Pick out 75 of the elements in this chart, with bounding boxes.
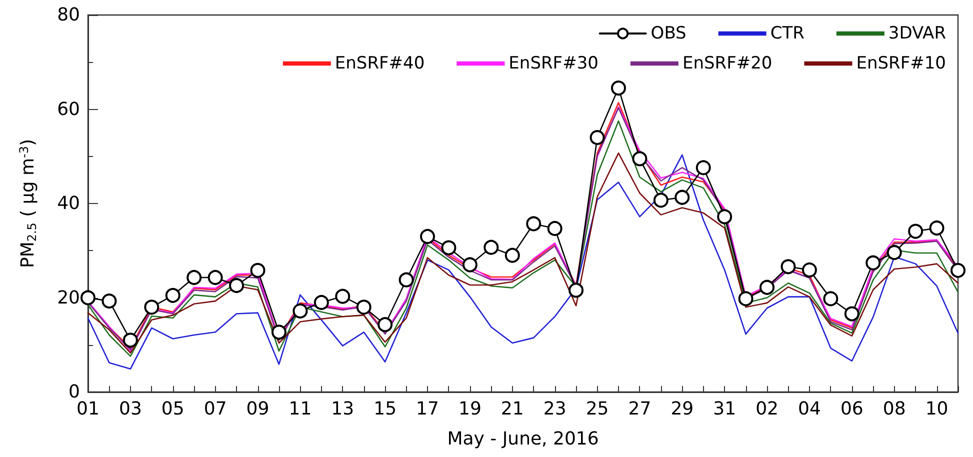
point	[844, 306, 860, 322]
point	[208, 270, 223, 285]
x-tick-label: 17	[416, 398, 439, 420]
point	[292, 303, 308, 318]
point	[398, 272, 414, 288]
x-tick-label: 07	[204, 398, 227, 420]
point	[102, 294, 117, 309]
point	[950, 262, 966, 278]
point	[738, 291, 754, 306]
x-tick-label: 15	[374, 398, 397, 420]
x-tick-label: 19	[458, 398, 482, 420]
legend-label: CTR	[770, 24, 805, 44]
y-tick-label: 60	[57, 98, 80, 120]
x-tick-label: 08	[882, 398, 906, 420]
point	[250, 262, 266, 278]
point	[80, 290, 96, 306]
point	[335, 288, 350, 304]
y-axis-title: PM2.5 ( μg m-3)	[17, 138, 39, 268]
point	[504, 248, 520, 263]
x-tick-label: 06	[840, 398, 864, 420]
legend-label: 3DVAR	[888, 24, 946, 44]
point	[760, 280, 775, 295]
y-tick-label: 40	[57, 193, 80, 214]
y-tick-label: 80	[57, 4, 80, 26]
x-tick-label: 25	[586, 398, 609, 420]
point	[314, 294, 329, 310]
point	[653, 192, 668, 208]
point	[441, 240, 456, 256]
point	[144, 300, 160, 315]
point	[696, 160, 711, 176]
x-tick-label: 13	[331, 398, 354, 420]
point	[186, 270, 202, 285]
legend-label: EnSRF#10	[856, 54, 946, 74]
point	[632, 151, 648, 166]
point	[717, 209, 732, 224]
point	[674, 190, 690, 205]
point	[908, 224, 924, 239]
point	[611, 80, 626, 96]
x-tick-label: 10	[925, 398, 948, 420]
x-tick-label: 04	[798, 398, 821, 420]
point	[378, 317, 393, 332]
x-tick-label: 27	[628, 398, 652, 420]
point	[165, 288, 180, 303]
point	[866, 255, 881, 270]
x-tick-label: 11	[288, 398, 312, 420]
point	[568, 282, 584, 298]
point	[271, 324, 286, 340]
legend-label: EnSRF#30	[508, 54, 598, 74]
point	[590, 130, 605, 146]
point	[122, 332, 138, 348]
x-axis-title: May - June, 2016	[447, 428, 599, 450]
x-tick-label: 21	[500, 398, 524, 420]
point	[462, 257, 478, 272]
point	[229, 278, 244, 293]
x-tick-label: 23	[543, 398, 566, 420]
y-tick-label: 20	[57, 287, 80, 308]
point	[484, 240, 499, 255]
x-tick-label: 29	[670, 398, 694, 420]
x-tick-label: 03	[118, 398, 142, 420]
x-tick-label: 31	[713, 398, 736, 420]
point	[929, 220, 944, 236]
point	[356, 300, 372, 315]
point	[823, 291, 838, 306]
point	[802, 262, 817, 278]
point	[780, 259, 796, 274]
legend-label: EnSRF#20	[682, 54, 772, 74]
point	[526, 216, 542, 232]
legend-label: EnSRF#40	[334, 54, 425, 74]
legend-label: OBS	[650, 24, 686, 44]
x-tick-label: 02	[756, 398, 778, 420]
x-tick-label: 09	[246, 398, 270, 420]
x-tick-label: 05	[161, 398, 184, 420]
point	[886, 245, 902, 260]
point	[420, 228, 436, 244]
point	[547, 220, 562, 236]
